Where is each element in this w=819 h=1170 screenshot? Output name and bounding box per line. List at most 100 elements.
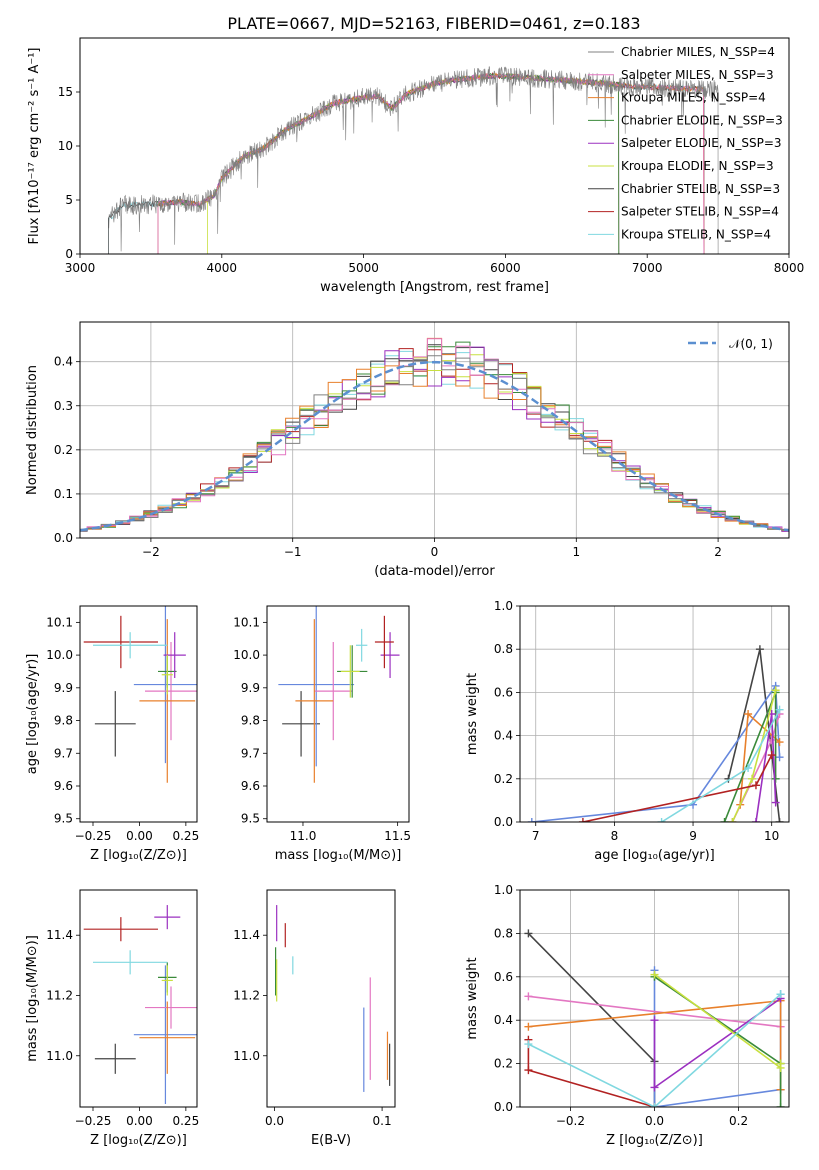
x-tick-label: 0.00 [126, 1114, 153, 1128]
y-tick-label: 5 [65, 193, 73, 207]
x-tick-label: 0.0 [265, 1114, 284, 1128]
weight-series [654, 973, 782, 1070]
y-tick-label: 9.9 [54, 681, 73, 695]
x-axis-label: Z [log₁₀(Z/Z⊙)] [90, 848, 187, 863]
weight-marker [775, 818, 784, 822]
y-tick-label: 0.3 [54, 399, 73, 413]
plot-area [80, 322, 789, 538]
y-axis-label: Flux [fλ10⁻¹⁷ erg cm⁻² s⁻¹ A⁻¹] [27, 48, 42, 245]
weight-marker [524, 1022, 533, 1031]
weight-series [654, 976, 782, 1107]
axes-frame [79, 605, 198, 823]
x-tick-label: 11.0 [290, 829, 317, 843]
x-tick-label: 5000 [348, 261, 379, 275]
y-axis-label: mass weight [465, 673, 480, 755]
x-tick-label: −0.25 [75, 829, 112, 843]
y-tick-label: 0.2 [54, 443, 73, 457]
y-tick-label: 0.1 [54, 487, 73, 501]
spectrum-line [108, 73, 705, 254]
panel-weight_vs_age: 7 8 9 10 0.0 0.2 0.4 0.6 0.8 1.0 age [log₁₀(age/yr… [465, 599, 790, 863]
weight-series [528, 993, 782, 1107]
y-tick-label: 0.2 [494, 772, 513, 786]
y-tick-label: 10 [58, 139, 73, 153]
histogram-series [80, 355, 789, 532]
plot-area [108, 66, 719, 254]
x-tick-label: 7000 [632, 261, 663, 275]
x-tick-label: 4000 [207, 261, 238, 275]
panel-age_vs_Z: −0.25 0.00 0.25 9.5 9.6 9.7 9.8 9.9 10.0 10.1 Z [l… [25, 605, 199, 863]
y-tick-label: 1.0 [494, 599, 513, 613]
y-tick-label: 9.6 [241, 779, 260, 793]
y-tick-label: 0.4 [54, 355, 73, 369]
y-axis-label: Normed distribution [25, 365, 40, 495]
gaussian-curve [80, 360, 789, 532]
panel-mass_vs_ebv: 0.0 0.1 11.0 11.2 11.4 E(B-V) [233, 889, 396, 1148]
y-tick-label: 0.0 [54, 531, 73, 545]
y-tick-label: 0.4 [494, 729, 513, 743]
y-tick-label: 9.6 [54, 779, 73, 793]
x-tick-label: 6000 [490, 261, 521, 275]
legend-label: Kroupa MILES, N_SSP=4 [621, 91, 766, 105]
weight-marker [744, 710, 753, 718]
y-axis-label: mass [log₁₀(M/M⊙)] [25, 935, 40, 1062]
weight-marker [751, 781, 760, 790]
weight-marker [720, 818, 729, 822]
x-tick-label: 0 [431, 545, 439, 559]
x-tick-label: 3000 [65, 261, 96, 275]
weight-marker [744, 764, 753, 772]
y-tick-label: 11.4 [46, 928, 73, 942]
weight-marker [524, 1040, 533, 1049]
axes-frame [519, 889, 790, 1108]
y-tick-label: 11.2 [233, 988, 260, 1002]
x-tick-label: 0.0 [645, 1114, 664, 1128]
x-tick-label: 7 [532, 829, 540, 843]
y-tick-label: 0.2 [494, 1057, 513, 1071]
plot-area [520, 890, 789, 1107]
plot-area [83, 905, 197, 1104]
weight-marker [748, 774, 757, 783]
axes-frame [79, 889, 198, 1108]
x-axis-label: wavelength [Angstrom, rest frame] [320, 280, 549, 295]
figure-title: PLATE=0667, MJD=52163, FIBERID=0461, z=0… [227, 14, 640, 33]
y-tick-label: 10.0 [233, 648, 260, 662]
weight-series [723, 692, 777, 822]
x-tick-label: 11.5 [384, 829, 411, 843]
weight-marker [657, 818, 666, 822]
x-tick-label: −0.25 [75, 1114, 112, 1128]
weight-marker [775, 705, 784, 714]
axes-frame [266, 889, 396, 1108]
weight-marker [728, 818, 737, 822]
spectrum-line [157, 72, 620, 254]
y-tick-label: 10.1 [233, 615, 260, 629]
weight-marker [771, 798, 780, 807]
x-axis-label: age [log₁₀(age/yr)] [594, 848, 715, 863]
x-tick-label: 1 [572, 545, 580, 559]
spectrum-line [108, 66, 719, 254]
x-tick-label: 8000 [774, 261, 805, 275]
x-axis-label: mass [log₁₀(M/M⊙)] [275, 848, 402, 863]
y-tick-label: 9.5 [54, 812, 73, 826]
axes-frame [519, 605, 790, 823]
x-axis-label: E(B-V) [311, 1133, 351, 1148]
plot-area [278, 606, 400, 783]
legend-label: Chabrier ELODIE, N_SSP=3 [621, 113, 783, 127]
weight-marker [524, 1066, 533, 1075]
x-tick-label: 0.2 [729, 1114, 748, 1128]
x-tick-label: −2 [142, 545, 160, 559]
y-tick-label: 11.0 [233, 1049, 260, 1063]
axes-frame [79, 321, 790, 539]
y-axis-label: mass weight [465, 957, 480, 1039]
x-tick-label: 2 [714, 545, 722, 559]
x-tick-label: 8 [611, 829, 619, 843]
y-tick-label: 9.9 [241, 681, 260, 695]
y-tick-label: 0.0 [494, 1100, 513, 1114]
panel-mass_vs_Z: −0.25 0.00 0.25 11.0 11.2 11.4 Z [log₁₀(Z/Z⊙)]… [25, 889, 199, 1148]
axes-frame [79, 37, 790, 255]
y-tick-label: 0.8 [494, 642, 513, 656]
weight-marker [527, 818, 536, 822]
legend-label: 𝒩(0, 1) [729, 337, 773, 351]
spectrum-line [108, 73, 705, 254]
legend-label: Salpeter STELIB, N_SSP=4 [621, 205, 779, 219]
weight-marker [776, 1059, 785, 1068]
weight-marker [755, 645, 764, 654]
